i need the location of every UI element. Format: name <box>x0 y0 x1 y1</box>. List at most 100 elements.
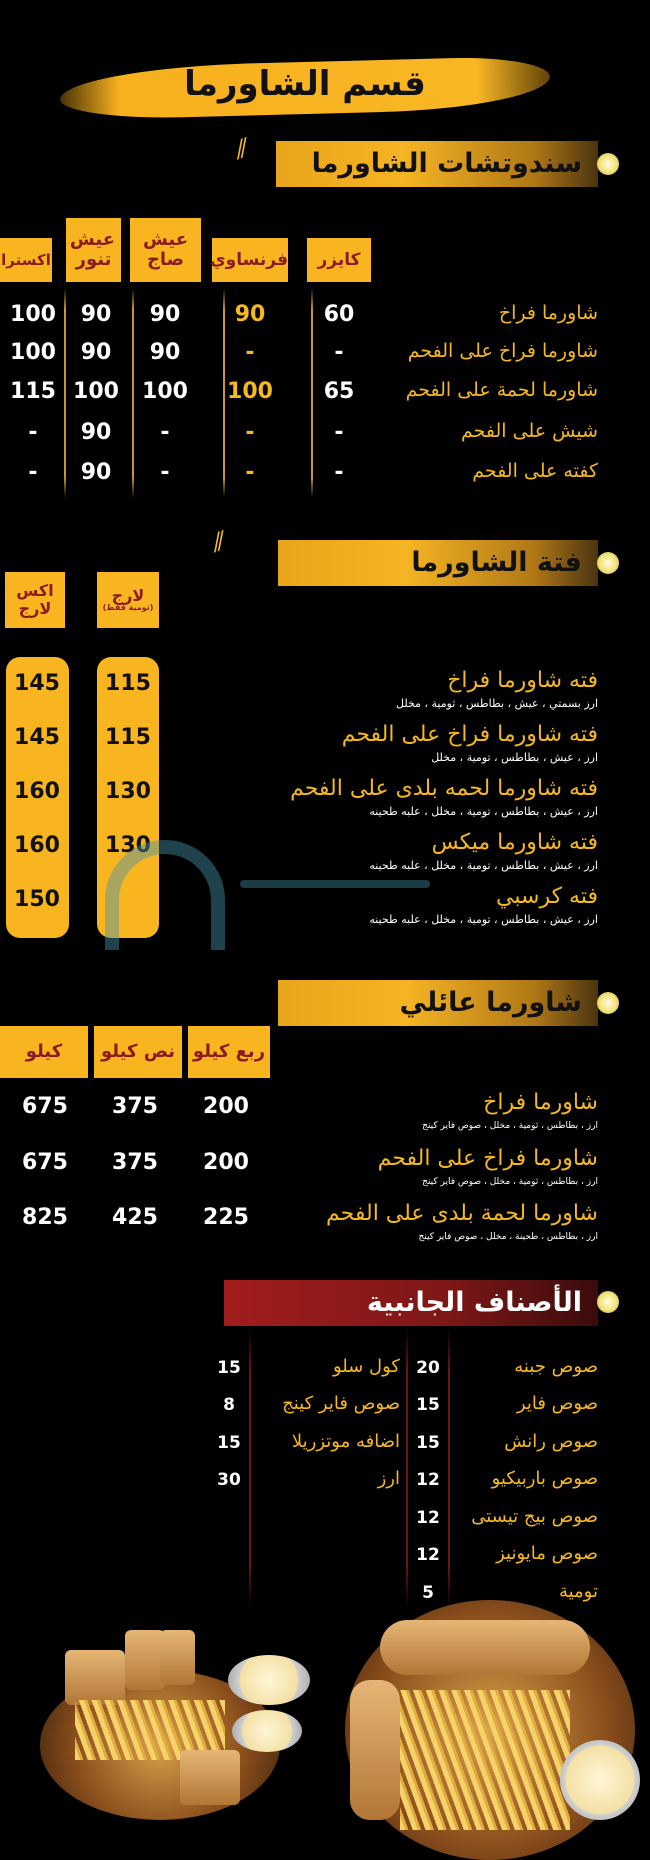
side-item-name: صوص باربيكيو <box>491 1468 598 1489</box>
section-header-family: شاورما عائلي <box>278 980 598 1026</box>
price-column-large <box>97 657 159 938</box>
food-photo-sauce-bowl <box>560 1740 640 1820</box>
menu-item-name: شاورما فراخ <box>498 302 598 324</box>
food-photo-wrap <box>160 1630 195 1685</box>
food-photo-wrap <box>180 1750 240 1805</box>
side-item-name: اضافه موتزريلا <box>291 1431 400 1452</box>
price: 145 <box>14 671 60 696</box>
price: 675 <box>22 1150 68 1175</box>
price: 160 <box>14 833 60 858</box>
section-header-fatta: فتة الشاورما <box>278 540 598 586</box>
price: - <box>160 420 170 445</box>
bullet-icon <box>597 992 619 1014</box>
side-item-name: كول سلو <box>332 1356 400 1377</box>
column-divider <box>64 288 66 498</box>
menu-item-name: فته شاورما لحمه بلدى على الفحم <box>290 776 598 801</box>
menu-item-description: ارز ، بطاطس ، ثومية ، مخلل ، صوص فاير كي… <box>422 1177 598 1187</box>
side-item-name: صوص بيج تيستى <box>471 1506 598 1527</box>
price: - <box>334 340 344 365</box>
menu-item-name: كفته على الفحم <box>472 460 598 482</box>
menu-item-description: ارز ، عيش ، بطاطس ، تومية ، مخلل ، علبه … <box>369 859 598 872</box>
price: 90 <box>80 460 112 485</box>
side-item-price: 12 <box>416 1508 440 1528</box>
price: - <box>334 460 344 485</box>
price: 90 <box>149 340 181 365</box>
menu-item-name: شاورما لحمة بلدى على الفحم <box>326 1201 598 1226</box>
side-item-price: 30 <box>217 1470 241 1490</box>
price: 145 <box>14 725 60 750</box>
menu-item-description: ارز ، عيش ، بطاطس ، تومية ، مخلل ، علبه … <box>369 913 598 926</box>
menu-item-name: شيش على الفحم <box>460 420 598 442</box>
col-header-kaiser: كايزر <box>307 238 371 282</box>
bullet-icon <box>597 1291 619 1313</box>
price: 90 <box>80 302 112 327</box>
col-header-quarter-kilo: ربع كيلو <box>188 1026 270 1078</box>
side-item-name: صوص فاير <box>516 1393 598 1414</box>
side-item-name: ارز <box>377 1468 400 1489</box>
side-item-price: 12 <box>416 1545 440 1565</box>
watermark-logo-stroke <box>240 880 430 888</box>
menu-item-name: فته كرسبي <box>496 884 598 909</box>
price: 375 <box>112 1094 158 1119</box>
price: 100 <box>10 302 56 327</box>
sparkle-icon: ⁄⁄ <box>210 527 228 557</box>
price: 425 <box>112 1205 158 1230</box>
price: 200 <box>203 1150 249 1175</box>
price: 100 <box>227 379 273 404</box>
side-item-name: صوص فاير كينج <box>282 1393 400 1414</box>
price: 160 <box>14 779 60 804</box>
food-photo-sauce-bowl <box>232 1710 302 1752</box>
side-item-name: صوص رانش <box>504 1431 598 1452</box>
column-divider <box>448 1328 450 1608</box>
side-item-price: 15 <box>416 1395 440 1415</box>
col-header-xlarge: اكس لارج <box>5 572 65 628</box>
price: - <box>28 460 38 485</box>
price: 675 <box>22 1094 68 1119</box>
side-item-name: تومية <box>558 1581 598 1602</box>
menu-item-name: فته شاورما ميكس <box>431 830 598 855</box>
food-photo-fries <box>400 1690 570 1830</box>
price: - <box>245 340 255 365</box>
menu-item-name: شاورما فراخ على الفحم <box>377 1146 598 1171</box>
menu-item-name: شاورما فراخ على الفحم <box>407 340 598 362</box>
price: - <box>160 460 170 485</box>
col-header-kilo: كيلو <box>0 1026 88 1078</box>
column-divider <box>223 288 225 498</box>
price: 65 <box>323 379 355 404</box>
food-photo-wraps-row <box>350 1680 400 1820</box>
price: 130 <box>105 833 151 858</box>
price: - <box>334 420 344 445</box>
menu-item-description: ارز بسمتي ، عيش ، بطاطس ، ثومية ، مخلل <box>395 697 598 710</box>
menu-item-name: شاورما لحمة على الفحم <box>405 379 598 401</box>
page-title: قسم الشاورما <box>184 64 426 104</box>
food-photo-wrap <box>125 1630 165 1690</box>
col-header-large-note: (ثومية فقط) <box>102 603 154 613</box>
menu-item-description: ارز ، عيش ، بطاطس ، تومية ، مخلل ، علبه … <box>369 805 598 818</box>
price-column-xlarge <box>6 657 69 938</box>
price: 115 <box>105 671 151 696</box>
price: - <box>245 420 255 445</box>
price: 825 <box>22 1205 68 1230</box>
price: 90 <box>149 302 181 327</box>
price: 90 <box>80 340 112 365</box>
food-photo-sauce-bowl <box>228 1655 310 1705</box>
price: 90 <box>80 420 112 445</box>
side-item-price: 15 <box>217 1358 241 1378</box>
sparkle-icon: ⁄⁄ <box>233 134 251 164</box>
menu-item-description: ارز ، بطاطس ، طحينة ، مخلل ، صوص فاير كي… <box>418 1232 598 1242</box>
side-item-name: صوص مايونيز <box>496 1543 598 1564</box>
col-header-french: فرنساوي <box>210 238 288 282</box>
food-photo-wrap <box>65 1650 125 1705</box>
price: 90 <box>234 302 266 327</box>
menu-item-description: ارز ، عيش ، بطاطس ، تومية ، مخلل <box>431 751 598 764</box>
price: 200 <box>203 1094 249 1119</box>
price: 115 <box>10 379 56 404</box>
menu-item-name: شاورما فراخ <box>483 1090 598 1115</box>
col-header-large-label: لارج <box>111 585 145 605</box>
side-item-price: 15 <box>217 1433 241 1453</box>
column-divider <box>406 1328 408 1608</box>
side-item-name: صوص جبنه <box>514 1356 598 1377</box>
price: 115 <box>105 725 151 750</box>
bullet-icon <box>597 153 619 175</box>
side-item-price: 12 <box>416 1470 440 1490</box>
